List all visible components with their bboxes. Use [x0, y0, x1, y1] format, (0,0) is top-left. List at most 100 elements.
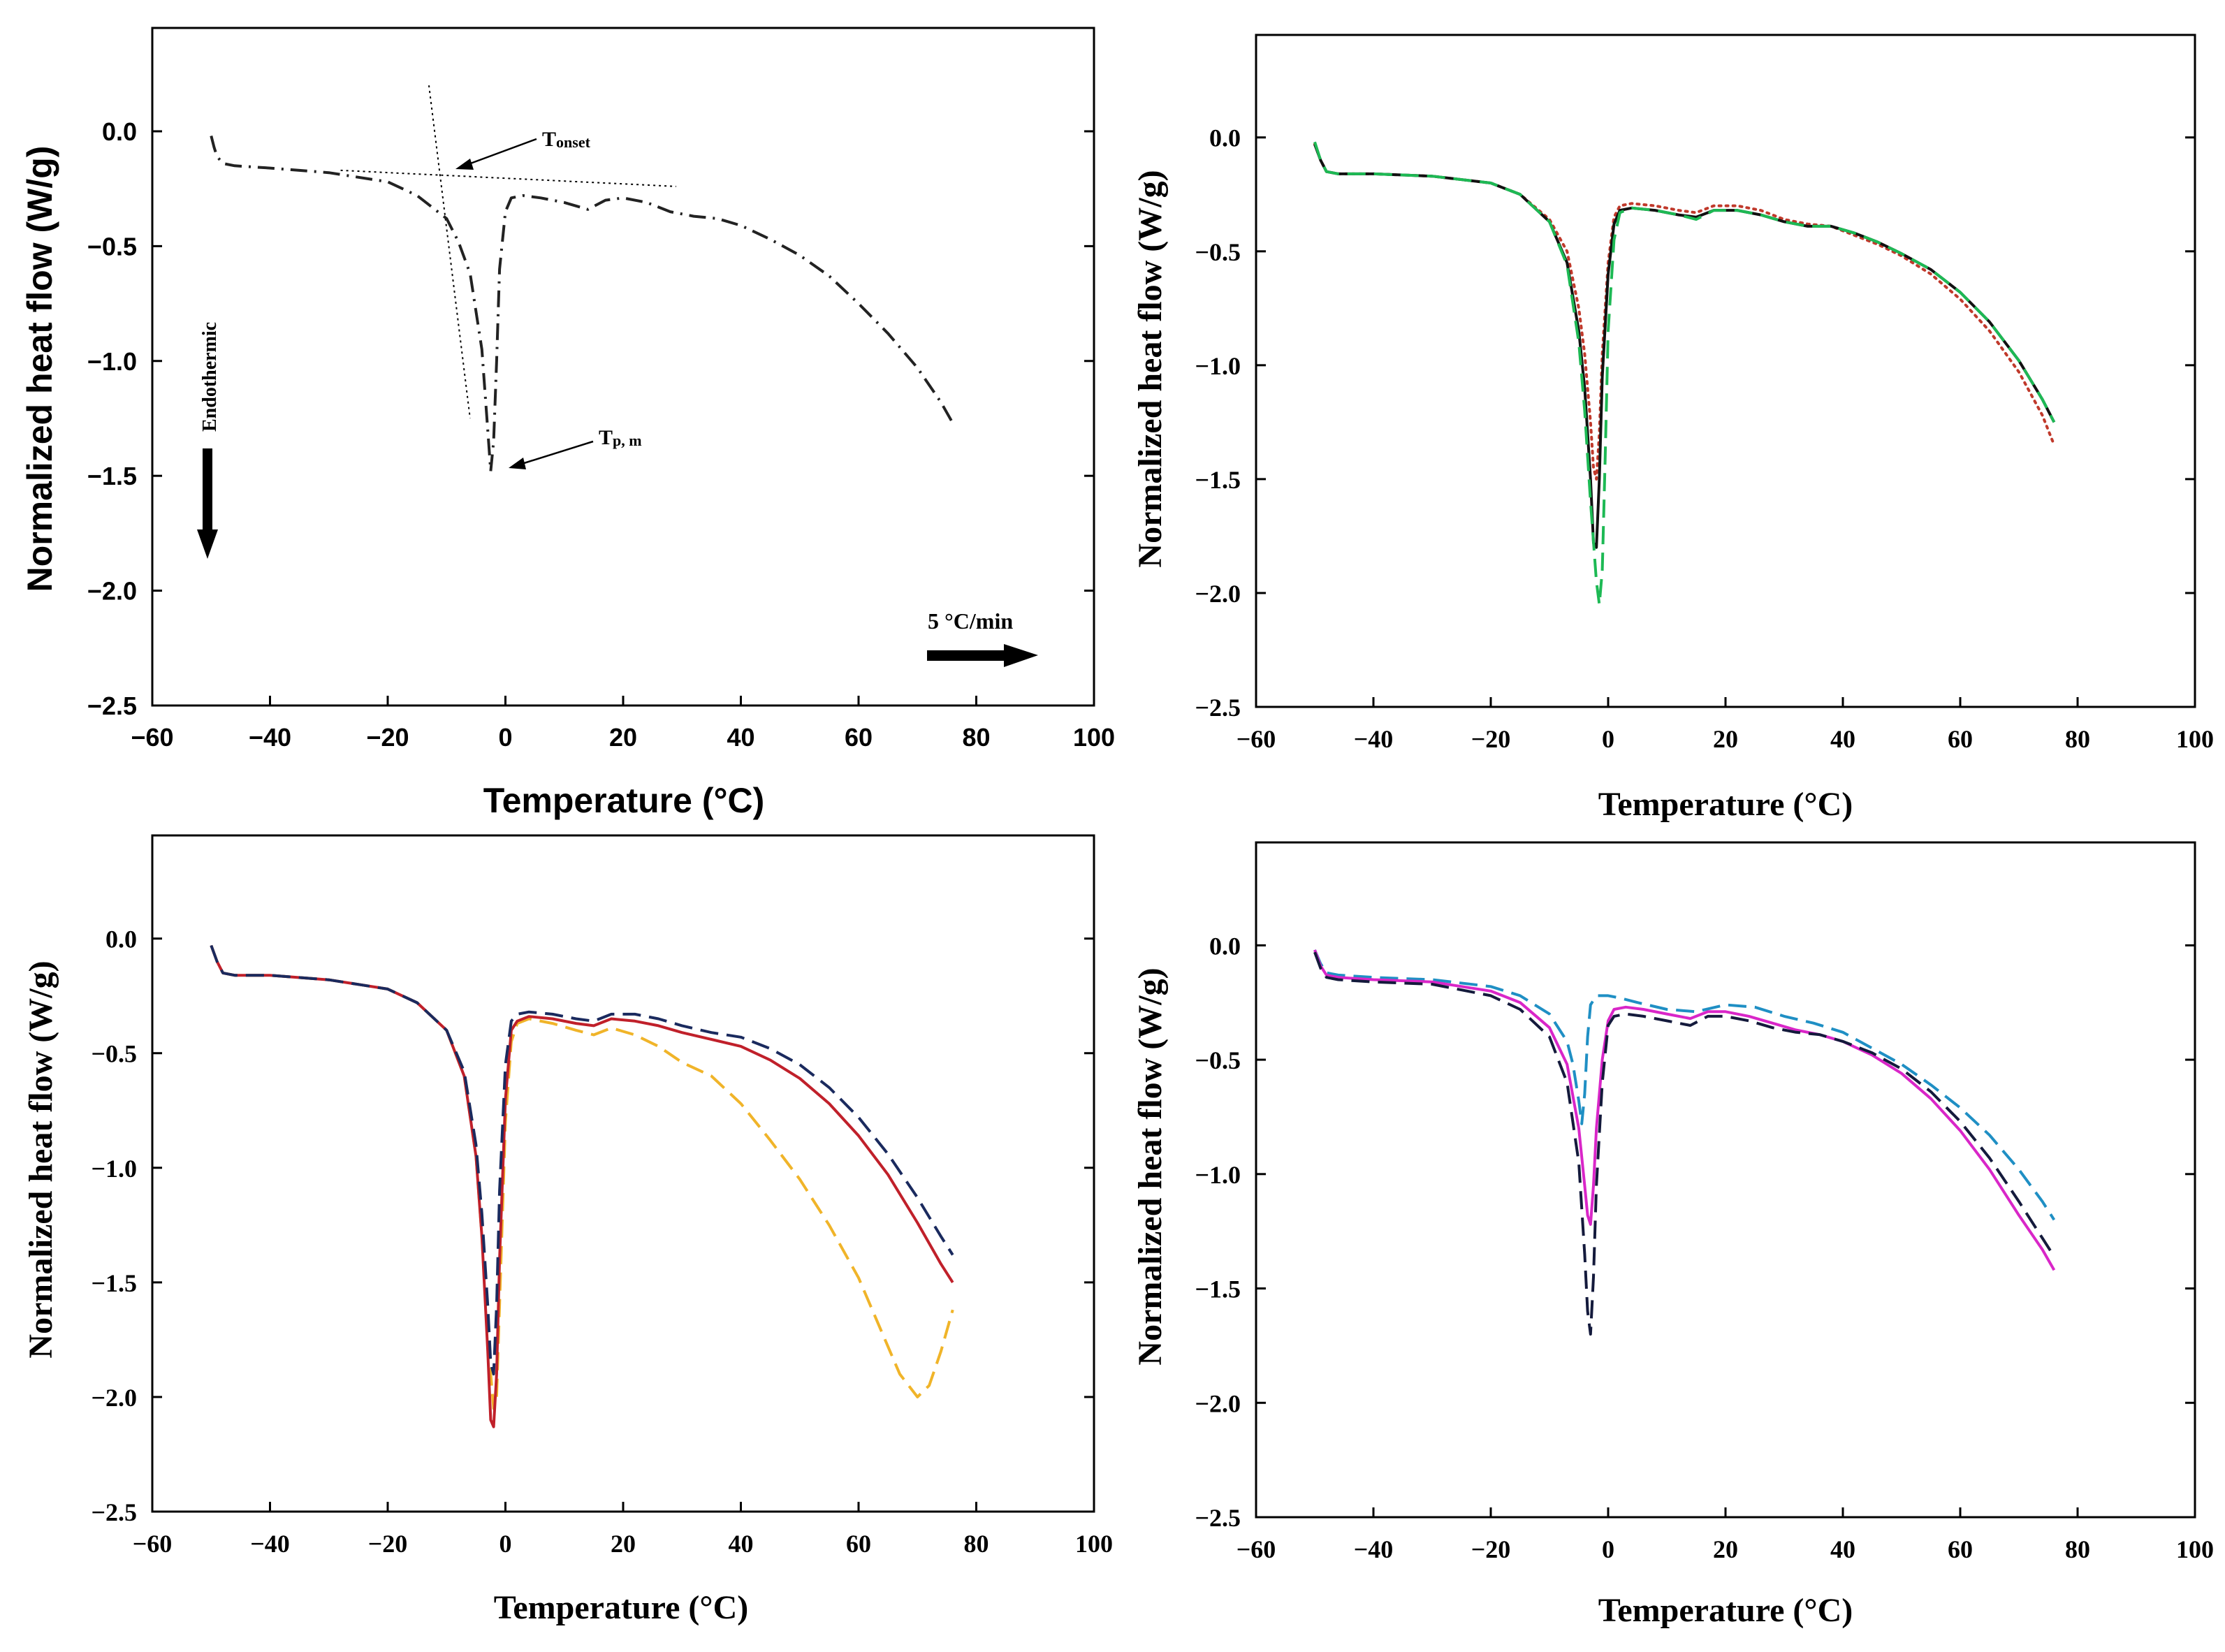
panel-bottom-left: −60 −40 −20 0 20 40 60 80 100 0.0 −0.5 −1.0 −1.5 −2.0… [22, 834, 1113, 1626]
x-tick-label: 60 [1948, 1535, 1973, 1563]
y-axis-title: Normalized heat flow (W/g) [1132, 170, 1169, 567]
y-tick-label: −1.0 [87, 347, 137, 376]
x-tick-label: −60 [1236, 725, 1276, 753]
t-onset-label: Tonset [542, 128, 591, 151]
y-tick-label: −1.0 [91, 1155, 137, 1183]
series-line-dashed-orange [210, 944, 954, 1410]
axis-ticks: −60 −40 −20 0 20 40 60 80 100 0.0 −0.5 −1.0 −1.5 −2.0… [1195, 932, 2214, 1563]
x-tick-label: 0 [1602, 725, 1614, 753]
t-peak-arrowhead [509, 458, 526, 469]
x-tick-label: 100 [1075, 1530, 1113, 1558]
y-tick-label: 0.0 [1209, 932, 1241, 960]
y-tick-label: −2.0 [91, 1384, 137, 1412]
y-tick-label: −2.0 [87, 577, 137, 606]
x-tick-label: 80 [964, 1530, 989, 1558]
t-onset-arrow-line [466, 138, 537, 166]
x-tick-label: −20 [366, 723, 409, 752]
x-tick-label: −40 [249, 723, 291, 752]
y-tick-label: −0.5 [1195, 1046, 1241, 1074]
axis-ticks: −60 −40 −20 0 20 40 60 80 100 0.0 −0.5 −1.0 −1.5 −2.0… [1195, 124, 2214, 753]
x-tick-label: 100 [2176, 1535, 2214, 1563]
x-tick-label: 0 [1602, 1535, 1614, 1563]
t-peak-label: Tp, m [599, 426, 642, 449]
x-tick-label: −60 [1236, 1535, 1276, 1563]
y-axis-title: Normalized heat flow (W/g) [20, 146, 59, 592]
y-tick-label: −1.5 [87, 462, 137, 490]
x-axis-title: Temperature (°C) [483, 781, 764, 820]
series-group [210, 85, 954, 473]
y-tick-label: 0.0 [102, 117, 137, 146]
t-peak-arrow-line [521, 440, 594, 465]
series-group [1313, 141, 2056, 606]
x-tick-label: 20 [611, 1530, 636, 1558]
y-tick-label: 0.0 [1209, 124, 1241, 152]
x-tick-label: −60 [131, 723, 173, 752]
y-tick-label: −1.5 [1195, 466, 1241, 494]
x-axis-title: Temperature (°C) [494, 1589, 748, 1626]
x-tick-label: 20 [609, 723, 637, 752]
endothermic-label: Endothermic [199, 322, 221, 432]
heating-rate-label: 5 °C/min [928, 608, 1013, 634]
x-tick-label: 40 [1830, 725, 1855, 753]
series-line-solid-magenta [1313, 949, 2056, 1271]
x-tick-label: −40 [1354, 725, 1394, 753]
y-axis-title: Normalized heat flow (W/g) [1132, 967, 1169, 1365]
x-tick-label: 0 [499, 1530, 512, 1558]
annotations: Tonset Tp, m Endothermic 5 °C/min [197, 128, 1038, 667]
axis-ticks: −60 −40 −20 0 20 40 60 80 100 0.0 −0.5 −1.0 −1.5 −2.0… [91, 926, 1113, 1558]
x-tick-label: 20 [1713, 1535, 1738, 1563]
series-line-dashed-teal [1313, 949, 2056, 1221]
x-tick-label: 100 [2176, 725, 2214, 753]
axis-ticks: −60 −40 −20 0 20 40 60 80 100 0.0 −0.5 −1.0 −1.5 −2.0… [87, 117, 1115, 752]
series-line-dashed-navy [1313, 951, 2056, 1336]
x-tick-label: 0 [498, 723, 512, 752]
y-tick-label: −0.5 [1195, 238, 1241, 266]
x-tick-label: 40 [729, 1530, 754, 1558]
x-tick-label: −60 [133, 1530, 173, 1558]
y-tick-label: −2.0 [1195, 1389, 1241, 1417]
series-group [210, 944, 954, 1428]
x-tick-label: 40 [727, 723, 754, 752]
y-tick-label: −0.5 [91, 1040, 137, 1068]
panel-top-left: −60 −40 −20 0 20 40 60 80 100 0.0 −0.5 −1.0 −1.5 −2.0… [20, 27, 1115, 820]
x-tick-label: 100 [1073, 723, 1115, 752]
y-tick-label: −1.0 [1195, 352, 1241, 380]
x-axis-title: Temperature (°C) [1598, 1592, 1853, 1629]
series-line-dashed-navy [210, 944, 954, 1376]
heating-rate-arrowhead [1004, 644, 1038, 667]
x-tick-label: 80 [962, 723, 990, 752]
y-tick-label: −1.5 [1195, 1275, 1241, 1303]
x-tick-label: 20 [1713, 725, 1738, 753]
x-tick-label: −20 [368, 1530, 408, 1558]
x-tick-label: 60 [845, 723, 873, 752]
series-line-DSC curve [210, 136, 954, 473]
t-peak-sub: p, m [613, 432, 642, 449]
t-onset-arrowhead [455, 159, 474, 170]
heating-rate-arrow-shaft [927, 650, 1005, 661]
x-tick-label: −40 [250, 1530, 290, 1558]
y-tick-label: −1.5 [91, 1269, 137, 1297]
x-tick-label: 60 [1948, 725, 1973, 753]
peak-tangent [428, 85, 471, 419]
y-tick-label: −2.5 [1195, 1504, 1241, 1532]
y-tick-label: 0.0 [105, 926, 137, 953]
x-tick-label: 60 [846, 1530, 871, 1558]
x-tick-label: −20 [1471, 1535, 1511, 1563]
t-peak-main: T [599, 426, 613, 449]
x-tick-label: 80 [2065, 1535, 2090, 1563]
series-group [1313, 949, 2056, 1336]
endothermic-arrowhead [197, 529, 218, 559]
series-line-dashed-green [1313, 141, 2056, 606]
y-tick-label: −2.5 [87, 692, 137, 720]
baseline-tangent [340, 169, 676, 187]
endothermic-arrow-shaft [203, 448, 212, 531]
x-tick-label: 40 [1830, 1535, 1855, 1563]
x-tick-label: −20 [1471, 725, 1511, 753]
y-tick-label: −1.0 [1195, 1161, 1241, 1189]
x-axis-title: Temperature (°C) [1598, 786, 1853, 823]
y-tick-label: −2.0 [1195, 580, 1241, 608]
t-onset-main: T [542, 128, 556, 151]
y-tick-label: −2.5 [1195, 694, 1241, 722]
